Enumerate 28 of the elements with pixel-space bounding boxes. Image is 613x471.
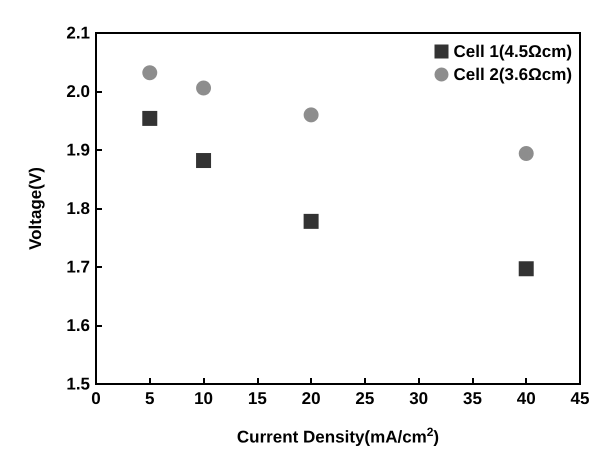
point	[196, 80, 212, 96]
x-tick-label: 45	[570, 389, 590, 408]
x-tick-label: 35	[462, 389, 482, 408]
y-tick-label: 2.1	[66, 24, 90, 42]
y-tick-label: 1.9	[66, 140, 90, 160]
legend-label: Cell 1(4.5Ωcm)	[453, 42, 572, 61]
y-tick-label: 1.5	[66, 374, 90, 394]
x-tick-label: 20	[302, 389, 321, 408]
y-tick-label: 1.6	[66, 316, 90, 335]
point	[142, 110, 158, 126]
x-tick-label: 5	[145, 389, 155, 408]
x-tick-label: 40	[516, 389, 536, 408]
y-tick-label: 1.7	[66, 258, 90, 276]
point	[304, 107, 319, 122]
y-axis-title: Voltage(V)	[26, 167, 45, 250]
legend-label: Cell 2(3.6Ωcm)	[453, 65, 572, 84]
y-tick-label: 1.8	[66, 199, 90, 218]
point	[518, 261, 534, 276]
x-tick-label: 25	[355, 389, 374, 408]
x-tick-label: 15	[248, 389, 267, 408]
point	[142, 65, 158, 80]
x-tick-label: 0	[91, 389, 101, 408]
y-tick-label: 2.0	[66, 82, 90, 101]
x-tick-label: 30	[409, 389, 428, 408]
point	[518, 146, 534, 162]
x-tick-label: 10	[194, 389, 214, 408]
point	[304, 214, 319, 229]
point	[196, 153, 212, 168]
